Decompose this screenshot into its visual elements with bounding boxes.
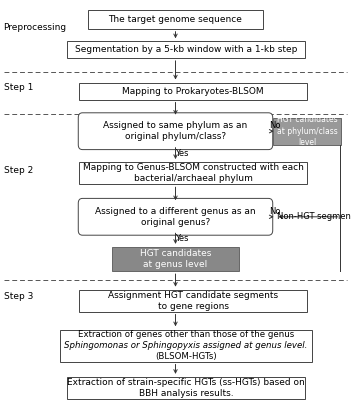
Text: Step 3: Step 3 <box>4 292 33 301</box>
Text: original genus?: original genus? <box>141 218 210 227</box>
FancyBboxPatch shape <box>88 10 263 29</box>
Text: at phylum/class: at phylum/class <box>277 127 338 136</box>
Text: No: No <box>270 207 281 216</box>
Text: bacterial/archaeal phylum: bacterial/archaeal phylum <box>134 174 252 183</box>
FancyBboxPatch shape <box>79 290 307 312</box>
FancyBboxPatch shape <box>60 330 312 362</box>
Text: at genus level: at genus level <box>143 260 208 269</box>
Text: Mapping to Genus-BLSOM constructed with each: Mapping to Genus-BLSOM constructed with … <box>82 163 304 172</box>
FancyBboxPatch shape <box>79 162 307 184</box>
FancyBboxPatch shape <box>273 118 341 145</box>
Text: Yes: Yes <box>176 234 189 243</box>
Text: Extraction of strain-specific HGTs (ss-HGTs) based on: Extraction of strain-specific HGTs (ss-H… <box>67 378 305 387</box>
Text: Preprocessing: Preprocessing <box>4 24 67 32</box>
FancyBboxPatch shape <box>78 113 273 150</box>
Text: The target genome sequence: The target genome sequence <box>108 15 243 24</box>
FancyBboxPatch shape <box>78 198 273 235</box>
Text: (BLSOM-HGTs): (BLSOM-HGTs) <box>155 352 217 361</box>
Text: HGT candidates: HGT candidates <box>277 116 337 124</box>
Text: Mapping to Prokaryotes-BLSOM: Mapping to Prokaryotes-BLSOM <box>122 87 264 96</box>
Text: Segmentation by a 5-kb window with a 1-kb step: Segmentation by a 5-kb window with a 1-k… <box>75 45 297 54</box>
Text: Assigned to a different genus as an: Assigned to a different genus as an <box>95 207 256 216</box>
Text: HGT candidates: HGT candidates <box>140 249 211 258</box>
Text: Assignment HGT candidate segments: Assignment HGT candidate segments <box>108 291 278 300</box>
FancyBboxPatch shape <box>67 41 305 58</box>
Text: No: No <box>270 122 281 130</box>
Text: Sphingomonas or Sphingopyxis assigned at genus level.: Sphingomonas or Sphingopyxis assigned at… <box>64 341 308 350</box>
Text: Step 2: Step 2 <box>4 166 33 174</box>
Text: Non-HGT segments: Non-HGT segments <box>277 212 351 221</box>
Text: BBH analysis results.: BBH analysis results. <box>139 389 233 398</box>
Text: level: level <box>298 138 316 147</box>
Text: Yes: Yes <box>176 149 189 158</box>
FancyBboxPatch shape <box>79 83 307 100</box>
Text: Extraction of genes other than those of the genus: Extraction of genes other than those of … <box>78 330 294 339</box>
Text: original phylum/class?: original phylum/class? <box>125 132 226 141</box>
Text: to gene regions: to gene regions <box>158 302 229 311</box>
FancyBboxPatch shape <box>112 247 239 271</box>
Text: Step 1: Step 1 <box>4 84 33 92</box>
Text: Assigned to same phylum as an: Assigned to same phylum as an <box>104 121 247 130</box>
FancyBboxPatch shape <box>67 377 305 399</box>
